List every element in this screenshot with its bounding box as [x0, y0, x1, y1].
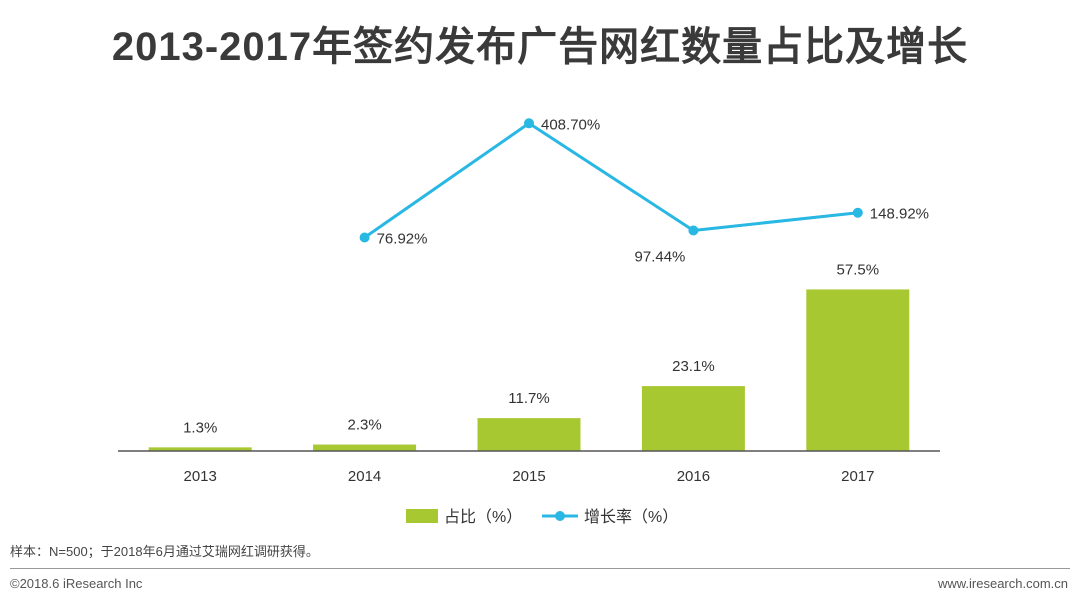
footer-divider	[10, 568, 1070, 569]
bar	[641, 386, 745, 451]
growth-point	[359, 232, 370, 243]
legend-line-label: 增长率（%）	[584, 508, 678, 526]
growth-point	[688, 225, 699, 236]
growth-value-label: 97.44%	[635, 248, 686, 265]
x-tick-label: 2014	[348, 468, 381, 485]
bar	[806, 289, 910, 451]
bar-value-label: 2.3%	[347, 417, 381, 434]
bar	[313, 444, 417, 451]
x-tick-label: 2016	[677, 468, 710, 485]
bar-value-label: 23.1%	[672, 358, 715, 375]
legend-bar-swatch	[406, 509, 438, 523]
sample-note: 样本：N=500；于2018年6月通过艾瑞网红调研获得。	[10, 544, 319, 559]
chart: 1.3% 2.3% 11.7% 23.1% 57.5% 2013 2014 2015 2016 2…	[118, 116, 940, 526]
x-tick-label: 2013	[184, 468, 217, 485]
growth-value-label: 408.70%	[541, 116, 600, 133]
chart-title: 2013-2017年签约发布广告网红数量占比及增长	[111, 25, 969, 69]
growth-point	[524, 118, 534, 129]
legend-line-marker	[555, 511, 565, 521]
x-tick-label: 2015	[512, 468, 545, 485]
bar-value-label: 1.3%	[183, 419, 217, 436]
bar-value-label: 11.7%	[508, 390, 549, 407]
website-link[interactable]: www.iresearch.com.cn	[937, 576, 1068, 591]
copyright-text: ©2018.6 iResearch Inc	[10, 576, 143, 591]
growth-value-label: 76.92%	[377, 231, 428, 248]
growth-point	[852, 207, 863, 218]
growth-line	[363, 121, 858, 239]
bar-value-label: 57.5%	[837, 261, 880, 278]
growth-value-label: 148.92%	[870, 206, 929, 223]
x-tick-label: 2017	[841, 468, 874, 485]
bar	[477, 418, 581, 451]
bar	[148, 447, 252, 451]
legend-bar-label: 占比（%）	[444, 508, 522, 526]
